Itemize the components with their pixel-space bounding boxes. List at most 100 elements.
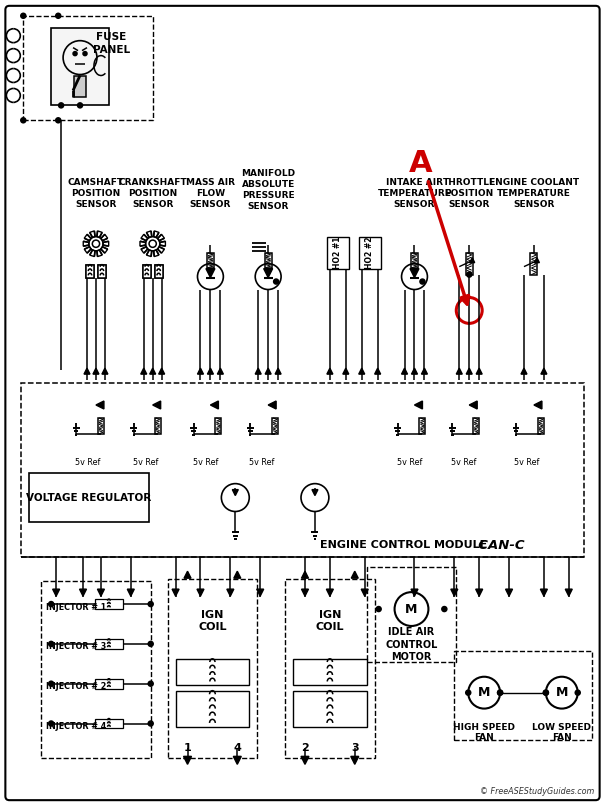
Text: 5v Ref: 5v Ref <box>451 458 476 467</box>
Circle shape <box>148 681 153 686</box>
Bar <box>264 253 272 267</box>
Circle shape <box>376 606 381 612</box>
Text: INJECTOR # 2: INJECTOR # 2 <box>46 682 106 691</box>
Bar <box>98 418 104 434</box>
Polygon shape <box>234 572 241 578</box>
Polygon shape <box>84 368 90 374</box>
Text: 5v Ref: 5v Ref <box>397 458 422 467</box>
Circle shape <box>543 690 548 696</box>
Bar <box>175 658 249 685</box>
Polygon shape <box>534 258 540 262</box>
Circle shape <box>21 118 26 123</box>
Polygon shape <box>359 368 365 374</box>
Polygon shape <box>257 589 264 597</box>
Polygon shape <box>172 589 179 597</box>
Circle shape <box>48 642 54 646</box>
Circle shape <box>21 14 26 19</box>
Bar <box>272 418 278 434</box>
Polygon shape <box>540 589 548 597</box>
Bar <box>327 237 349 269</box>
Bar <box>411 253 418 267</box>
Polygon shape <box>361 589 368 597</box>
Polygon shape <box>565 589 572 597</box>
Circle shape <box>497 690 503 696</box>
Text: INTAKE AIR
TEMPERATURE
SENSOR: INTAKE AIR TEMPERATURE SENSOR <box>378 178 451 209</box>
Polygon shape <box>534 401 542 409</box>
Circle shape <box>543 690 548 696</box>
Bar <box>41 581 151 758</box>
Circle shape <box>497 690 503 696</box>
Bar <box>155 418 161 434</box>
Polygon shape <box>275 368 281 374</box>
Text: CAMSHAFT
POSITION
SENSOR: CAMSHAFT POSITION SENSOR <box>68 178 124 209</box>
Text: INJECTOR # 1: INJECTOR # 1 <box>46 603 106 612</box>
Polygon shape <box>197 589 204 597</box>
Polygon shape <box>411 368 417 374</box>
Bar <box>454 651 592 741</box>
Text: HIGH SPEED
FAN: HIGH SPEED FAN <box>453 723 515 742</box>
Bar <box>293 658 367 685</box>
Circle shape <box>442 606 447 612</box>
Text: M: M <box>478 686 490 700</box>
Bar <box>175 691 249 726</box>
Text: 5v Ref: 5v Ref <box>133 458 159 467</box>
Bar <box>29 473 149 522</box>
Polygon shape <box>102 368 108 374</box>
Circle shape <box>56 14 60 19</box>
Polygon shape <box>97 589 105 597</box>
Text: © FreeASEStudyGuides.com: © FreeASEStudyGuides.com <box>480 787 595 796</box>
Text: INJECTOR # 4: INJECTOR # 4 <box>46 722 106 731</box>
Bar <box>367 568 456 662</box>
Polygon shape <box>506 589 512 597</box>
Circle shape <box>48 601 54 606</box>
Bar <box>419 418 425 434</box>
Polygon shape <box>469 401 477 409</box>
Circle shape <box>77 103 82 108</box>
Text: VOLTAGE REGULATOR: VOLTAGE REGULATOR <box>27 493 152 502</box>
Circle shape <box>273 279 279 284</box>
Polygon shape <box>414 401 422 409</box>
Text: 5v Ref: 5v Ref <box>193 458 218 467</box>
Text: LOW SPEED
FAN: LOW SPEED FAN <box>532 723 591 742</box>
Circle shape <box>466 272 472 277</box>
Polygon shape <box>227 589 234 597</box>
Bar <box>155 265 163 278</box>
Text: IGN
COIL: IGN COIL <box>198 610 227 632</box>
Circle shape <box>59 103 64 108</box>
Polygon shape <box>301 589 309 597</box>
Polygon shape <box>301 757 309 764</box>
Polygon shape <box>79 589 87 597</box>
Polygon shape <box>343 368 349 374</box>
Polygon shape <box>411 589 418 597</box>
Polygon shape <box>159 368 165 374</box>
Bar <box>86 265 94 278</box>
Text: HO2 #1: HO2 #1 <box>333 237 342 269</box>
Text: MASS AIR
FLOW
SENSOR: MASS AIR FLOW SENSOR <box>186 178 235 209</box>
Polygon shape <box>255 368 261 374</box>
Text: IGN
COIL: IGN COIL <box>316 610 344 632</box>
Polygon shape <box>327 368 333 374</box>
Polygon shape <box>149 368 155 374</box>
Text: INJECTOR # 3: INJECTOR # 3 <box>46 642 106 651</box>
Circle shape <box>48 721 54 726</box>
Circle shape <box>575 690 580 696</box>
Text: M: M <box>555 686 568 700</box>
Polygon shape <box>541 368 547 374</box>
Bar <box>21 383 584 557</box>
Polygon shape <box>232 489 238 496</box>
Polygon shape <box>183 757 192 764</box>
Circle shape <box>73 52 77 56</box>
Bar <box>98 265 106 278</box>
Polygon shape <box>208 368 214 374</box>
Polygon shape <box>152 401 161 409</box>
Bar <box>473 418 479 434</box>
Text: M: M <box>405 603 417 616</box>
Text: 1: 1 <box>184 743 191 753</box>
Text: 3: 3 <box>351 743 359 753</box>
Polygon shape <box>456 368 462 374</box>
Polygon shape <box>184 572 191 578</box>
Circle shape <box>83 52 87 56</box>
Text: MANIFOLD
ABSOLUTE
PRESSURE
SENSOR: MANIFOLD ABSOLUTE PRESSURE SENSOR <box>241 169 295 212</box>
Bar <box>215 418 221 434</box>
Bar <box>293 691 367 726</box>
